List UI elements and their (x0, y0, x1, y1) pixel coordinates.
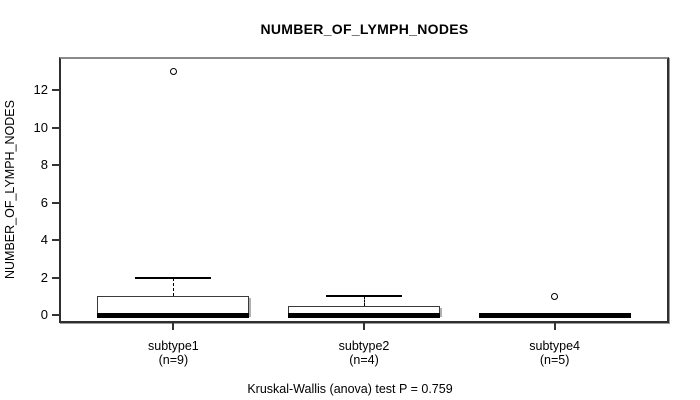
plot-area-frame (59, 57, 669, 323)
median-line (288, 312, 440, 318)
x-tick-mark (172, 323, 175, 330)
y-tick-label: 10 (33, 119, 48, 135)
x-group-name: subtype4 (529, 339, 580, 353)
y-tick-label: 2 (40, 269, 48, 285)
x-group-count: (n=4) (349, 353, 379, 367)
chart-title: NUMBER_OF_LYMPH_NODES (260, 21, 469, 37)
y-tick-mark (52, 89, 60, 91)
x-group-count: (n=9) (158, 353, 189, 367)
outlier-point (169, 67, 177, 75)
y-tick-mark (52, 314, 60, 316)
y-tick-mark (52, 201, 60, 204)
whisker-cap (326, 295, 402, 298)
whisker-line (172, 277, 174, 297)
x-tick-mark (553, 323, 556, 330)
y-tick-label: 12 (33, 82, 48, 97)
y-tick-mark (52, 239, 60, 241)
whisker-cap (135, 276, 212, 279)
y-tick-mark (52, 276, 60, 279)
whisker-line (363, 296, 365, 306)
stat-test-caption: Kruskal-Wallis (anova) test P = 0.759 (247, 382, 453, 396)
x-group-name: subtype1 (148, 339, 199, 353)
median-line (478, 312, 631, 318)
x-tick-mark (363, 323, 365, 330)
x-group-name: subtype2 (338, 339, 390, 353)
x-group-count: (n=5) (539, 353, 570, 367)
y-tick-label: 6 (40, 194, 48, 210)
outlier-point (551, 292, 559, 300)
y-tick-label: 8 (40, 157, 48, 172)
y-tick-label: 4 (40, 232, 48, 247)
y-tick-mark (52, 126, 60, 129)
y-tick-mark (52, 164, 60, 166)
median-line (97, 312, 250, 318)
y-tick-label: 0 (40, 307, 48, 322)
